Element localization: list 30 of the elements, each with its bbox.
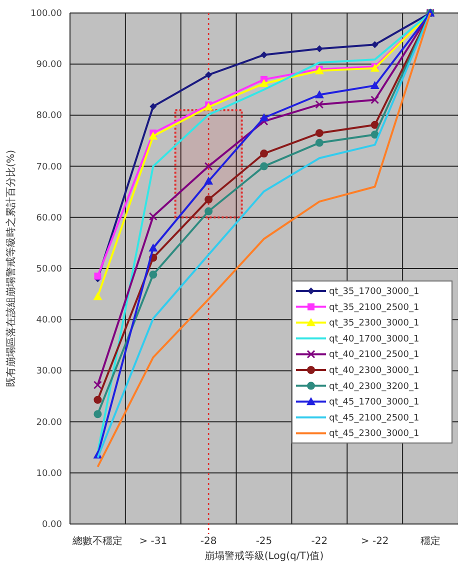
y-tick-label: 80.00 [36, 111, 62, 122]
y-tick-label: 20.00 [36, 418, 62, 428]
x-tick-label: 總數不穩定 [72, 535, 123, 547]
x-tick-label: > -31 [139, 536, 168, 547]
y-tick-label: 40.00 [36, 316, 62, 326]
x-tick-label: 穩定 [420, 535, 440, 547]
legend-label: qt_35_2100_2500_1 [329, 302, 420, 313]
legend-label: qt_35_1700_3000_1 [329, 287, 420, 297]
x-tick-label: > -22 [360, 536, 389, 547]
x-tick-label: -25 [256, 536, 272, 547]
x-tick-label: -28 [200, 536, 217, 547]
y-tick-label: 0.00 [42, 520, 62, 530]
y-tick-label: 50.00 [36, 264, 62, 274]
legend-label: qt_40_2300_3000_1 [329, 366, 420, 376]
y-tick-label: 60.00 [36, 213, 62, 224]
legend-label: qt_40_1700_3000_1 [329, 334, 420, 344]
y-tick-label: 70.00 [36, 162, 62, 172]
y-axis-title: 既有崩塌區落在該組崩塌警戒等級時之累計百分比(%) [5, 150, 17, 388]
x-axis-title: 崩塌警戒等級(Log(q/T)值) [204, 550, 324, 562]
legend-label: qt_45_2300_3000_1 [329, 429, 420, 440]
legend-label: qt_40_2100_2500_1 [329, 350, 420, 360]
y-tick-label: 100.00 [30, 9, 62, 19]
legend-label: qt_45_1700_3000_1 [329, 398, 420, 408]
legend-label: qt_35_2300_3000_1 [329, 318, 420, 329]
y-tick-label: 10.00 [36, 468, 62, 479]
x-tick-label: -22 [311, 536, 328, 547]
y-tick-label: 30.00 [36, 366, 62, 377]
legend-label: qt_45_2100_2500_1 [329, 413, 420, 424]
legend-label: qt_40_2300_3200_1 [329, 382, 420, 392]
y-tick-label: 90.00 [36, 60, 62, 70]
